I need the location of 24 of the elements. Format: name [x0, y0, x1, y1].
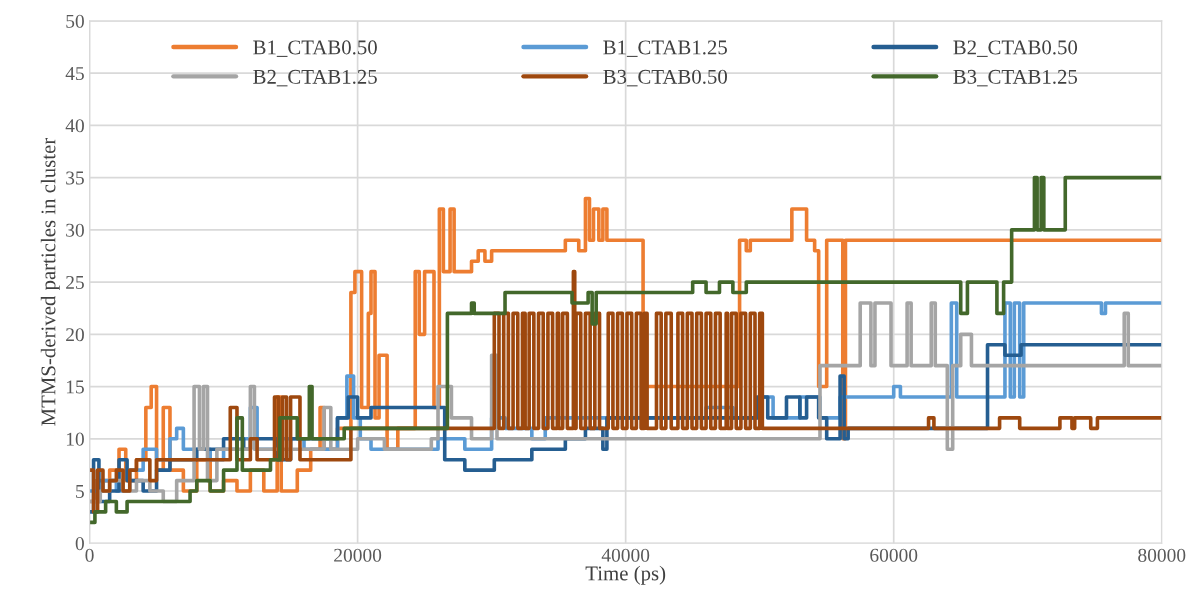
x-tick-label: 60000: [870, 548, 918, 562]
x-tick-label: 0: [85, 548, 94, 562]
x-tick-label: 80000: [1138, 548, 1186, 562]
legend-label: B3_CTAB0.50: [603, 69, 727, 87]
x-tick-label: 40000: [601, 548, 650, 562]
legend-label: B2_CTAB0.50: [953, 40, 1078, 57]
y-tick-label: 20: [66, 328, 84, 342]
x-tick-label: 20000: [334, 548, 382, 562]
x-axis-title: Time (ps): [585, 565, 666, 585]
legend-label: B3_CTAB1.25: [953, 69, 1078, 87]
legend-label: B2_CTAB1.25: [253, 69, 377, 87]
y-tick-label: 15: [66, 380, 84, 394]
legend-label: B1_CTAB0.50: [253, 40, 377, 57]
y-tick-label: 5: [76, 485, 84, 498]
y-axis-title: MTMS-derived particles in cluster: [40, 137, 60, 426]
legend-label: B1_CTAB1.25: [603, 40, 727, 57]
y-tick-label: 40: [65, 119, 84, 133]
y-tick-label: 25: [66, 275, 84, 290]
y-tick-label: 50: [66, 14, 84, 28]
y-tick-label: 35: [66, 171, 84, 185]
y-tick-label: 0: [75, 537, 84, 551]
y-tick-label: 10: [66, 432, 84, 446]
y-tick-label: 45: [65, 67, 84, 81]
y-tick-label: 30: [66, 223, 84, 237]
